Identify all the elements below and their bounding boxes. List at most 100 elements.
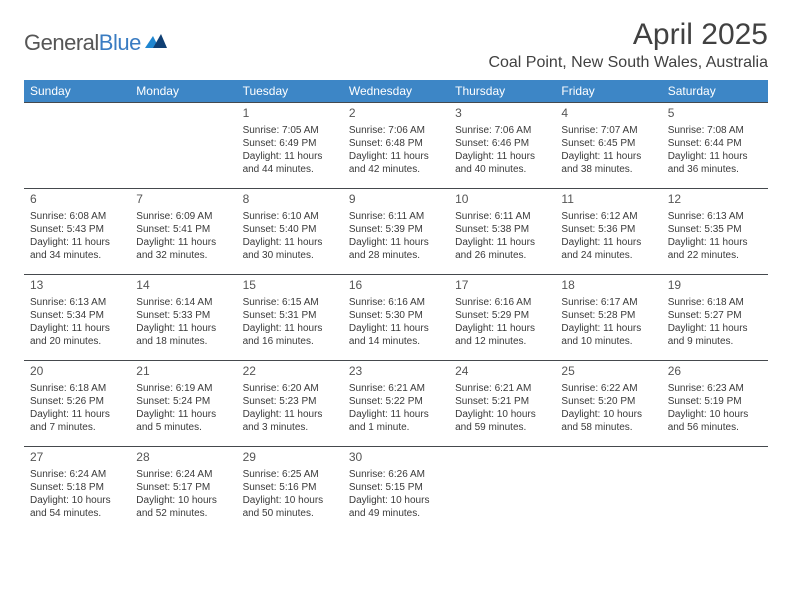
calendar-cell-empty bbox=[662, 447, 768, 533]
daylight-text: Daylight: 10 hours and 50 minutes. bbox=[243, 494, 337, 520]
sunset-text: Sunset: 5:20 PM bbox=[561, 395, 655, 408]
day-number: 27 bbox=[30, 450, 124, 466]
calendar-cell: 9Sunrise: 6:11 AMSunset: 5:39 PMDaylight… bbox=[343, 189, 449, 275]
day-number: 10 bbox=[455, 192, 549, 208]
calendar-cell: 2 Sunrise: 7:06 AMSunset: 6:48 PMDaylight… bbox=[343, 103, 449, 189]
calendar-cell: 15Sunrise: 6:15 AMSunset: 5:31 PMDayligh… bbox=[237, 275, 343, 361]
weekday-header: Friday bbox=[555, 80, 661, 103]
daylight-text: Daylight: 11 hours and 20 minutes. bbox=[30, 322, 124, 348]
sunset-text: Sunset: 5:29 PM bbox=[455, 309, 549, 322]
day-number: 26 bbox=[668, 364, 762, 380]
sunset-text: Sunset: 5:21 PM bbox=[455, 395, 549, 408]
sunrise-text: Sunrise: 6:16 AM bbox=[349, 296, 443, 309]
sunset-text: Sunset: 6:44 PM bbox=[668, 137, 762, 150]
daylight-text: Daylight: 10 hours and 58 minutes. bbox=[561, 408, 655, 434]
calendar-cell: 5Sunrise: 7:08 AMSunset: 6:44 PMDaylight… bbox=[662, 103, 768, 189]
calendar-cell: 22Sunrise: 6:20 AMSunset: 5:23 PMDayligh… bbox=[237, 361, 343, 447]
calendar-week-row: 20Sunrise: 6:18 AMSunset: 5:26 PMDayligh… bbox=[24, 361, 768, 447]
daylight-text: Daylight: 11 hours and 14 minutes. bbox=[349, 322, 443, 348]
sunrise-text: Sunrise: 6:15 AM bbox=[243, 296, 337, 309]
sunset-text: Sunset: 5:17 PM bbox=[136, 481, 230, 494]
sunrise-text: Sunrise: 6:09 AM bbox=[136, 210, 230, 223]
weekday-header: Wednesday bbox=[343, 80, 449, 103]
sunset-text: Sunset: 6:46 PM bbox=[455, 137, 549, 150]
sunset-text: Sunset: 5:18 PM bbox=[30, 481, 124, 494]
title-block: April 2025 Coal Point, New South Wales, … bbox=[488, 18, 768, 72]
calendar-cell: 13Sunrise: 6:13 AMSunset: 5:34 PMDayligh… bbox=[24, 275, 130, 361]
sunrise-text: Sunrise: 7:06 AM bbox=[349, 124, 443, 137]
sunrise-text: Sunrise: 6:26 AM bbox=[349, 468, 443, 481]
day-number: 25 bbox=[561, 364, 655, 380]
calendar-cell: 3Sunrise: 7:06 AMSunset: 6:46 PMDaylight… bbox=[449, 103, 555, 189]
calendar-cell: 7Sunrise: 6:09 AMSunset: 5:41 PMDaylight… bbox=[130, 189, 236, 275]
day-number: 13 bbox=[30, 278, 124, 294]
calendar-cell: 30 Sunrise: 6:26 AMSunset: 5:15 PMDayligh… bbox=[343, 447, 449, 533]
day-number: 24 bbox=[455, 364, 549, 380]
calendar-week-row: 1Sunrise: 7:05 AMSunset: 6:49 PMDaylight… bbox=[24, 103, 768, 189]
sunset-text: Sunset: 5:27 PM bbox=[668, 309, 762, 322]
daylight-text: Daylight: 11 hours and 18 minutes. bbox=[136, 322, 230, 348]
daylight-text: Daylight: 11 hours and 3 minutes. bbox=[243, 408, 337, 434]
daylight-text: Daylight: 10 hours and 49 minutes. bbox=[349, 494, 443, 520]
day-number: 2 bbox=[349, 106, 443, 122]
daylight-text: Daylight: 10 hours and 56 minutes. bbox=[668, 408, 762, 434]
calendar-cell: 16Sunrise: 6:16 AMSunset: 5:30 PMDayligh… bbox=[343, 275, 449, 361]
calendar-cell-empty bbox=[449, 447, 555, 533]
location-subtitle: Coal Point, New South Wales, Australia bbox=[488, 54, 768, 72]
sunrise-text: Sunrise: 6:22 AM bbox=[561, 382, 655, 395]
calendar-cell: 29Sunrise: 6:25 AMSunset: 5:16 PMDayligh… bbox=[237, 447, 343, 533]
day-number: 7 bbox=[136, 192, 230, 208]
sunrise-text: Sunrise: 6:13 AM bbox=[668, 210, 762, 223]
calendar-cell: 4Sunrise: 7:07 AMSunset: 6:45 PMDaylight… bbox=[555, 103, 661, 189]
sunset-text: Sunset: 6:48 PM bbox=[349, 137, 443, 150]
logo-text-blue: Blue bbox=[99, 30, 141, 55]
calendar-cell: 17Sunrise: 6:16 AMSunset: 5:29 PMDayligh… bbox=[449, 275, 555, 361]
sunset-text: Sunset: 5:22 PM bbox=[349, 395, 443, 408]
daylight-text: Daylight: 11 hours and 24 minutes. bbox=[561, 236, 655, 262]
sunrise-text: Sunrise: 6:10 AM bbox=[243, 210, 337, 223]
sunset-text: Sunset: 5:30 PM bbox=[349, 309, 443, 322]
sunset-text: Sunset: 5:36 PM bbox=[561, 223, 655, 236]
calendar-cell: 14Sunrise: 6:14 AMSunset: 5:33 PMDayligh… bbox=[130, 275, 236, 361]
day-number: 30 bbox=[349, 450, 443, 466]
calendar-cell: 19Sunrise: 6:18 AMSunset: 5:27 PMDayligh… bbox=[662, 275, 768, 361]
daylight-text: Daylight: 11 hours and 32 minutes. bbox=[136, 236, 230, 262]
calendar-cell: 11Sunrise: 6:12 AMSunset: 5:36 PMDayligh… bbox=[555, 189, 661, 275]
day-number: 5 bbox=[668, 106, 762, 122]
header: GeneralBlue April 2025 Coal Point, New S… bbox=[24, 18, 768, 72]
day-number: 18 bbox=[561, 278, 655, 294]
sunset-text: Sunset: 5:15 PM bbox=[349, 481, 443, 494]
daylight-text: Daylight: 10 hours and 54 minutes. bbox=[30, 494, 124, 520]
daylight-text: Daylight: 11 hours and 28 minutes. bbox=[349, 236, 443, 262]
sunrise-text: Sunrise: 6:18 AM bbox=[30, 382, 124, 395]
sunset-text: Sunset: 5:24 PM bbox=[136, 395, 230, 408]
daylight-text: Daylight: 11 hours and 34 minutes. bbox=[30, 236, 124, 262]
calendar-cell: 6Sunrise: 6:08 AMSunset: 5:43 PMDaylight… bbox=[24, 189, 130, 275]
sunrise-text: Sunrise: 6:11 AM bbox=[349, 210, 443, 223]
calendar-header-row: SundayMondayTuesdayWednesdayThursdayFrid… bbox=[24, 80, 768, 103]
sunrise-text: Sunrise: 6:24 AM bbox=[136, 468, 230, 481]
daylight-text: Daylight: 11 hours and 1 minute. bbox=[349, 408, 443, 434]
calendar-cell-empty bbox=[24, 103, 130, 189]
calendar-cell: 26Sunrise: 6:23 AMSunset: 5:19 PMDayligh… bbox=[662, 361, 768, 447]
day-number: 14 bbox=[136, 278, 230, 294]
weekday-header: Monday bbox=[130, 80, 236, 103]
calendar-cell-empty bbox=[555, 447, 661, 533]
calendar-cell: 10Sunrise: 6:11 AMSunset: 5:38 PMDayligh… bbox=[449, 189, 555, 275]
sunrise-text: Sunrise: 6:21 AM bbox=[349, 382, 443, 395]
daylight-text: Daylight: 11 hours and 42 minutes. bbox=[349, 150, 443, 176]
calendar-cell: 23Sunrise: 6:21 AMSunset: 5:22 PMDayligh… bbox=[343, 361, 449, 447]
sunrise-text: Sunrise: 6:16 AM bbox=[455, 296, 549, 309]
calendar-week-row: 13Sunrise: 6:13 AMSunset: 5:34 PMDayligh… bbox=[24, 275, 768, 361]
sunset-text: Sunset: 5:34 PM bbox=[30, 309, 124, 322]
sunrise-text: Sunrise: 6:11 AM bbox=[455, 210, 549, 223]
sunrise-text: Sunrise: 6:24 AM bbox=[30, 468, 124, 481]
sunrise-text: Sunrise: 6:21 AM bbox=[455, 382, 549, 395]
calendar-page: GeneralBlue April 2025 Coal Point, New S… bbox=[0, 0, 792, 551]
calendar-week-row: 27Sunrise: 6:24 AMSunset: 5:18 PMDayligh… bbox=[24, 447, 768, 533]
sunset-text: Sunset: 5:31 PM bbox=[243, 309, 337, 322]
sunset-text: Sunset: 5:16 PM bbox=[243, 481, 337, 494]
sunset-text: Sunset: 5:28 PM bbox=[561, 309, 655, 322]
sunset-text: Sunset: 5:35 PM bbox=[668, 223, 762, 236]
calendar-cell: 20Sunrise: 6:18 AMSunset: 5:26 PMDayligh… bbox=[24, 361, 130, 447]
